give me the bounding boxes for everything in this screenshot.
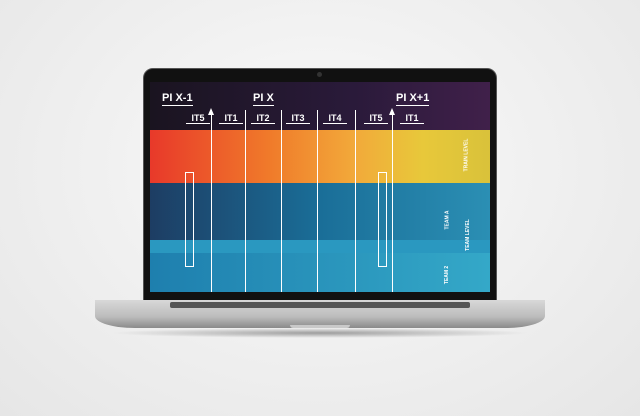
iteration-divider [245, 110, 246, 292]
team-a-band [150, 183, 490, 240]
pi-boundary-arrow [389, 108, 395, 292]
laptop-screen: PI X-1 PI X PI X+1 IT5 IT1 IT2 IT3 IT4 I… [150, 82, 490, 292]
keyboard-hinge [170, 302, 470, 308]
ip-box [378, 172, 387, 267]
iteration-label: IT3 [286, 113, 310, 124]
train-level-label: TRAIN LEVEL [463, 138, 470, 172]
iteration-label: IT5 [186, 113, 210, 124]
camera-icon [317, 72, 322, 77]
train-level-band [150, 130, 490, 183]
team-a-label: TEAM A [444, 210, 451, 230]
iteration-divider [317, 110, 318, 292]
laptop-shadow [110, 328, 530, 338]
separator-band [150, 240, 490, 253]
laptop-notch [290, 325, 350, 328]
pi-header: PI X [253, 92, 274, 106]
team-2-label: TEAM 2 [444, 265, 451, 285]
iteration-label: IT2 [251, 113, 275, 124]
team-level-label: TEAM LEVEL [464, 219, 471, 251]
iteration-divider [355, 110, 356, 292]
pi-header: PI X-1 [162, 92, 193, 106]
pi-header: PI X+1 [396, 92, 430, 106]
team-2-band [150, 253, 490, 292]
iteration-label: IT1 [400, 113, 424, 124]
iteration-label: IT5 [364, 113, 388, 124]
pi-boundary-arrow [208, 108, 214, 292]
iteration-label: IT1 [219, 113, 243, 124]
ip-box [185, 172, 194, 267]
iteration-label: IT4 [323, 113, 347, 124]
iteration-divider [281, 110, 282, 292]
